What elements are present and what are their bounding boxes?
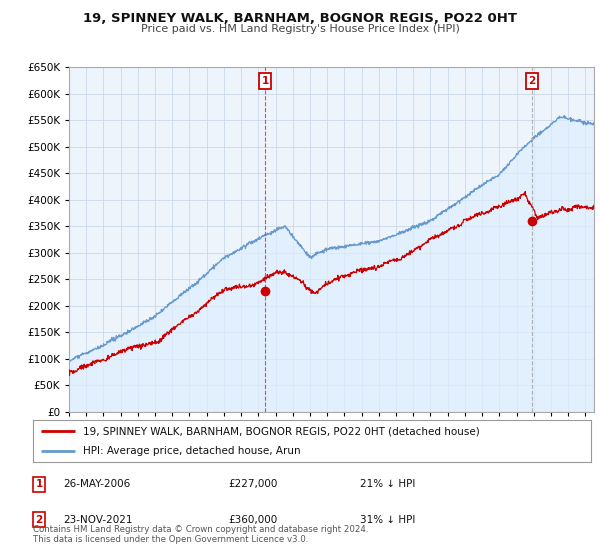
Text: 2: 2 <box>35 515 43 525</box>
Text: £227,000: £227,000 <box>228 479 277 489</box>
Text: 19, SPINNEY WALK, BARNHAM, BOGNOR REGIS, PO22 0HT (detached house): 19, SPINNEY WALK, BARNHAM, BOGNOR REGIS,… <box>83 426 480 436</box>
Text: 1: 1 <box>262 76 269 86</box>
Text: Contains HM Land Registry data © Crown copyright and database right 2024.
This d: Contains HM Land Registry data © Crown c… <box>33 525 368 544</box>
Text: 26-MAY-2006: 26-MAY-2006 <box>63 479 130 489</box>
Text: 23-NOV-2021: 23-NOV-2021 <box>63 515 133 525</box>
Text: 19, SPINNEY WALK, BARNHAM, BOGNOR REGIS, PO22 0HT: 19, SPINNEY WALK, BARNHAM, BOGNOR REGIS,… <box>83 12 517 25</box>
Text: 2: 2 <box>529 76 536 86</box>
Text: HPI: Average price, detached house, Arun: HPI: Average price, detached house, Arun <box>83 446 301 456</box>
Text: Price paid vs. HM Land Registry's House Price Index (HPI): Price paid vs. HM Land Registry's House … <box>140 24 460 34</box>
Text: 21% ↓ HPI: 21% ↓ HPI <box>360 479 415 489</box>
Text: 31% ↓ HPI: 31% ↓ HPI <box>360 515 415 525</box>
Text: 1: 1 <box>35 479 43 489</box>
Text: £360,000: £360,000 <box>228 515 277 525</box>
